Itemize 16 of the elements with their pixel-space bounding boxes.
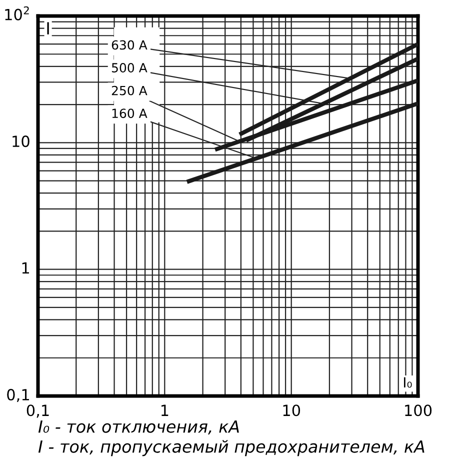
text: 630 A	[112, 40, 148, 50]
text: 160 A	[112, 108, 148, 118]
text: 250 A	[112, 86, 148, 96]
x-tick-label: 1	[161, 404, 168, 416]
x-tick-label: 0,1	[26, 404, 49, 418]
y-tick-label: 1	[22, 262, 29, 274]
x-axis-title: I₀	[404, 377, 412, 388]
text: I - ток, пропускаемый предохранителем, кА	[38, 440, 424, 456]
y-tick-label: 0,1	[7, 388, 29, 402]
x-tick-label: 100	[405, 404, 432, 416]
y-tick-label: 10	[12, 136, 30, 148]
text: I₀ - ток отключения, кА	[38, 420, 239, 435]
y-axis-title: I	[47, 22, 49, 34]
y-tick-label: 10$^{2}$	[5, 6, 29, 20]
x-tick-label: 10	[283, 404, 300, 416]
text: 500 A	[112, 63, 148, 72]
